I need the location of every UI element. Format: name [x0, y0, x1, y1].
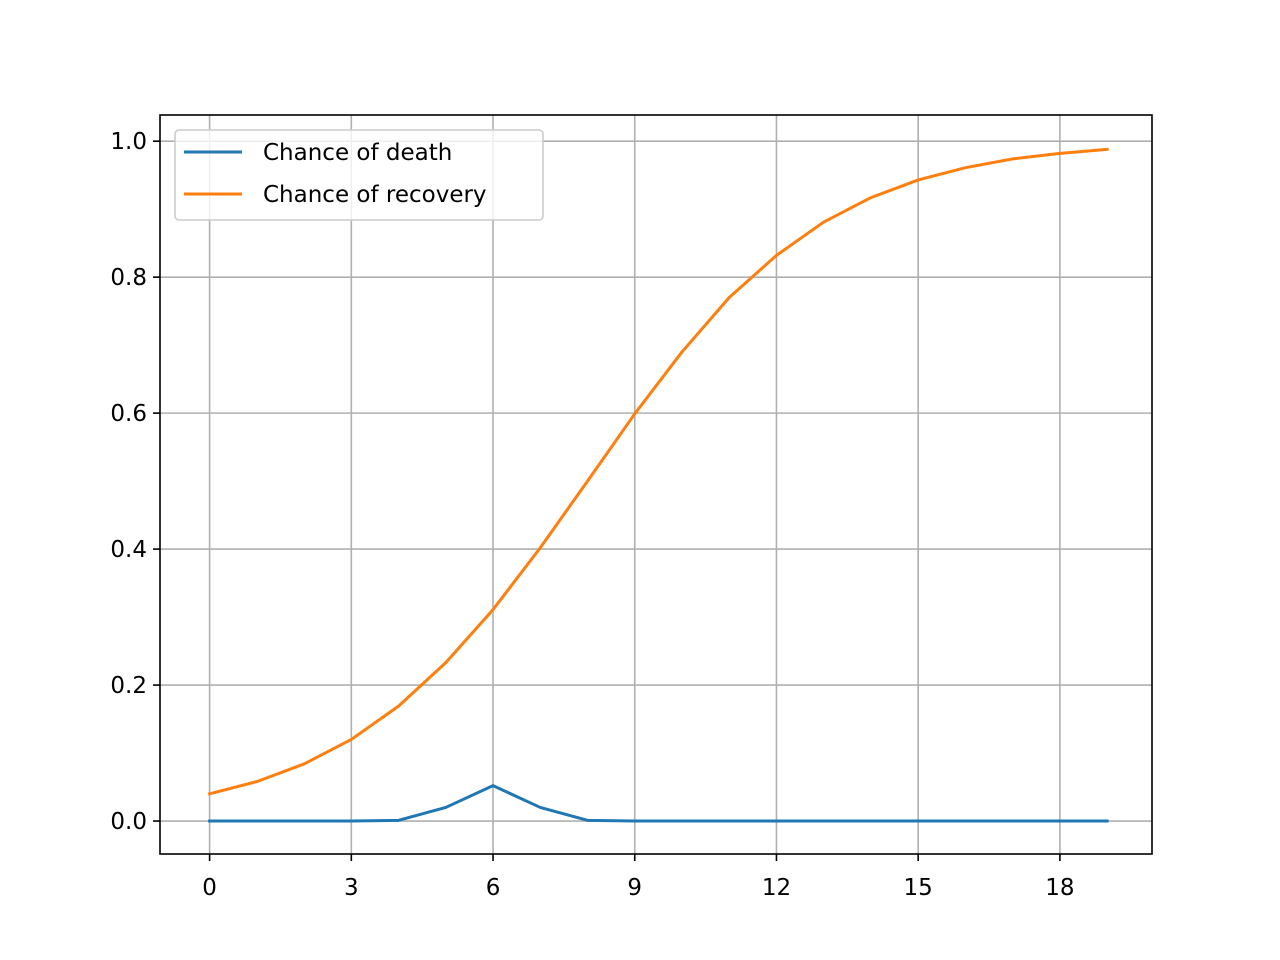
legend-box — [174, 129, 544, 221]
series-line-recovery — [207, 147, 1109, 796]
series-line-death — [208, 784, 1109, 823]
x-tick-label: 6 — [486, 875, 501, 901]
y-tick-label: 0.6 — [110, 401, 147, 427]
x-tick-label: 9 — [627, 875, 642, 901]
x-tick-label: 18 — [1045, 875, 1074, 901]
y-tick-label: 0.8 — [110, 265, 147, 291]
legend-label-recovery: Chance of recovery — [263, 182, 487, 208]
plot-area — [160, 115, 1152, 854]
y-tick-label: 1.0 — [110, 129, 147, 155]
x-tick-label: 3 — [344, 875, 359, 901]
x-tick-label: 0 — [202, 875, 217, 901]
x-tick-label: 12 — [762, 875, 791, 901]
plot-frame — [159, 114, 1153, 855]
x-tick-label: 15 — [904, 875, 933, 901]
data-series — [207, 147, 1109, 823]
y-tick-label: 0.4 — [110, 537, 147, 563]
legend-label-death: Chance of death — [263, 140, 452, 166]
y-tick-label: 0.2 — [110, 673, 147, 699]
y-tick-label: 0.0 — [110, 809, 147, 835]
legend: Chance of death Chance of recovery — [174, 129, 544, 221]
axis-ticks: 0 3 6 9 12 15 18 0.0 0.2 0.4 0.6 0.8 1.0 — [110, 129, 1074, 901]
